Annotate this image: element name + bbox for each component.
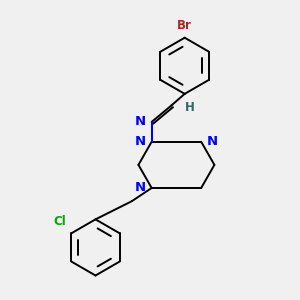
Text: N: N (135, 135, 146, 148)
Text: Br: Br (177, 19, 192, 32)
Text: N: N (207, 135, 218, 148)
Text: H: H (185, 100, 195, 114)
Text: N: N (135, 182, 146, 194)
Text: Cl: Cl (53, 215, 66, 228)
Text: N: N (135, 116, 146, 128)
